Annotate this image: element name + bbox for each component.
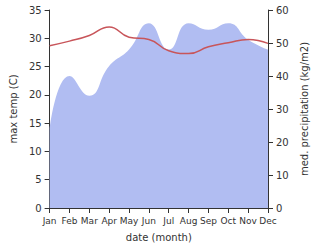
- svg-text:Oct: Oct: [221, 216, 237, 226]
- svg-text:May: May: [120, 216, 139, 226]
- svg-text:Apr: Apr: [101, 216, 117, 226]
- svg-text:max temp (C): max temp (C): [8, 74, 19, 143]
- svg-text:25: 25: [29, 61, 42, 72]
- svg-text:0: 0: [35, 203, 41, 214]
- svg-text:Aug: Aug: [180, 216, 198, 226]
- svg-text:Nov: Nov: [239, 216, 257, 226]
- svg-text:Sep: Sep: [200, 216, 217, 226]
- svg-text:5: 5: [35, 174, 41, 185]
- svg-text:10: 10: [276, 170, 289, 181]
- svg-text:35: 35: [29, 5, 42, 16]
- svg-text:30: 30: [276, 104, 289, 115]
- svg-text:med. precipitation (kg/m2): med. precipitation (kg/m2): [299, 42, 310, 176]
- svg-text:Jun: Jun: [141, 216, 156, 226]
- svg-text:10: 10: [29, 146, 42, 157]
- svg-text:20: 20: [29, 89, 42, 100]
- svg-text:date (month): date (month): [126, 232, 192, 243]
- svg-text:0: 0: [276, 203, 282, 214]
- svg-text:50: 50: [276, 38, 289, 49]
- svg-text:40: 40: [276, 71, 289, 82]
- svg-text:Feb: Feb: [62, 216, 78, 226]
- svg-text:Jul: Jul: [162, 216, 174, 226]
- svg-text:60: 60: [276, 5, 289, 16]
- svg-text:Jan: Jan: [42, 216, 57, 226]
- svg-text:Mar: Mar: [81, 216, 98, 226]
- svg-text:20: 20: [276, 137, 289, 148]
- svg-text:Dec: Dec: [259, 216, 276, 226]
- svg-text:30: 30: [29, 33, 42, 44]
- svg-text:15: 15: [29, 118, 42, 129]
